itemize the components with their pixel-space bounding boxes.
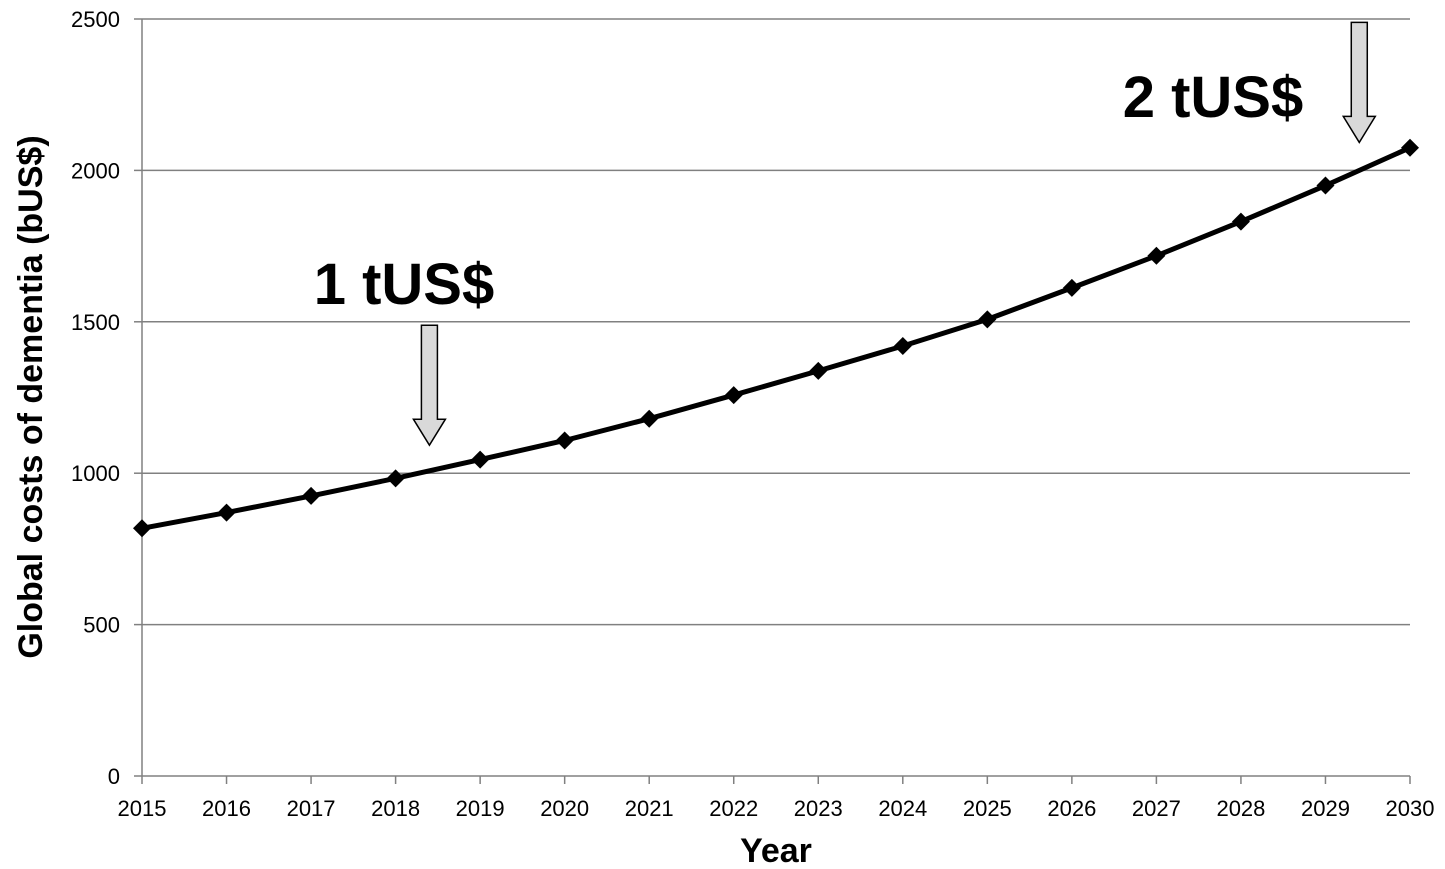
data-point-marker (133, 519, 151, 538)
data-point-marker (555, 431, 574, 450)
y-tick-label: 500 (83, 613, 120, 638)
x-tick-label: 2015 (118, 796, 167, 821)
x-tick-label: 2022 (709, 796, 758, 821)
data-point-marker (1316, 176, 1335, 195)
x-tick-label: 2021 (625, 796, 674, 821)
data-point-marker (1062, 278, 1081, 297)
data-point-marker (978, 310, 997, 329)
data-point-marker (302, 486, 321, 505)
x-axis-title: Year (740, 832, 812, 869)
y-tick-label: 1500 (71, 310, 120, 335)
data-point-marker (1147, 246, 1166, 265)
annotation-label: 2 tUS$ (1123, 65, 1304, 130)
x-tick-label: 2023 (794, 796, 843, 821)
y-tick-label: 2500 (71, 7, 120, 32)
series-line (141, 145, 1412, 531)
data-point-marker (640, 409, 659, 428)
data-point-marker (217, 503, 236, 522)
y-tick-label: 2000 (71, 158, 120, 183)
data-series (133, 138, 1419, 538)
x-tick-label: 2018 (371, 796, 420, 821)
x-tick-label: 2025 (963, 796, 1012, 821)
data-point-marker (471, 450, 490, 469)
data-point-marker (1401, 138, 1419, 157)
x-tick-label: 2030 (1386, 796, 1435, 821)
x-tick-label: 2024 (878, 796, 927, 821)
data-point-marker (1231, 212, 1250, 231)
y-axis-title: Global costs of dementia (bUS$) (12, 135, 50, 658)
x-tick-labels: 2015 2016 2017 2018 2019 2020 2021 2022 2023 2024… (118, 796, 1435, 821)
x-tick-label: 2028 (1216, 796, 1265, 821)
axes (134, 18, 1411, 784)
x-tick-label: 2029 (1301, 796, 1350, 821)
x-tick-label: 2019 (456, 796, 505, 821)
y-tick-labels: 0 500 1000 1500 2000 2500 (71, 7, 120, 789)
data-point-marker (386, 469, 405, 488)
annotation-label: 1 tUS$ (314, 252, 495, 317)
x-tick-label: 2016 (202, 796, 251, 821)
data-point-marker (724, 386, 743, 405)
annotation-arrow (1341, 21, 1377, 144)
grid-lines (142, 18, 1410, 626)
annotation-arrow (412, 324, 447, 447)
x-tick-label: 2027 (1132, 796, 1181, 821)
x-tick-label: 2026 (1047, 796, 1096, 821)
data-point-marker (893, 337, 912, 356)
annotations: 1 tUS$ 2 tUS$ (314, 21, 1377, 447)
y-tick-label: 1000 (71, 461, 120, 486)
x-tick-label: 2020 (540, 796, 589, 821)
y-tick-label: 0 (108, 764, 120, 789)
x-tick-label: 2017 (287, 796, 336, 821)
data-point-marker (809, 361, 828, 380)
